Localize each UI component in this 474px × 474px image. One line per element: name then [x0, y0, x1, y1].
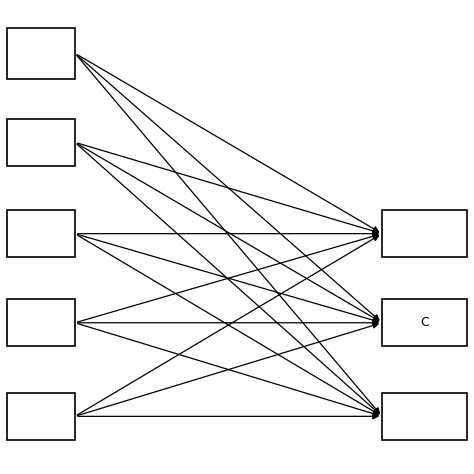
Bar [7, 119, 75, 166]
Bar [7, 393, 75, 440]
Bar [382, 210, 467, 257]
Text: C: C [420, 316, 429, 329]
Bar [7, 27, 75, 79]
Bar [382, 393, 467, 440]
Bar [7, 300, 75, 346]
Bar [382, 300, 467, 346]
Bar [7, 210, 75, 257]
